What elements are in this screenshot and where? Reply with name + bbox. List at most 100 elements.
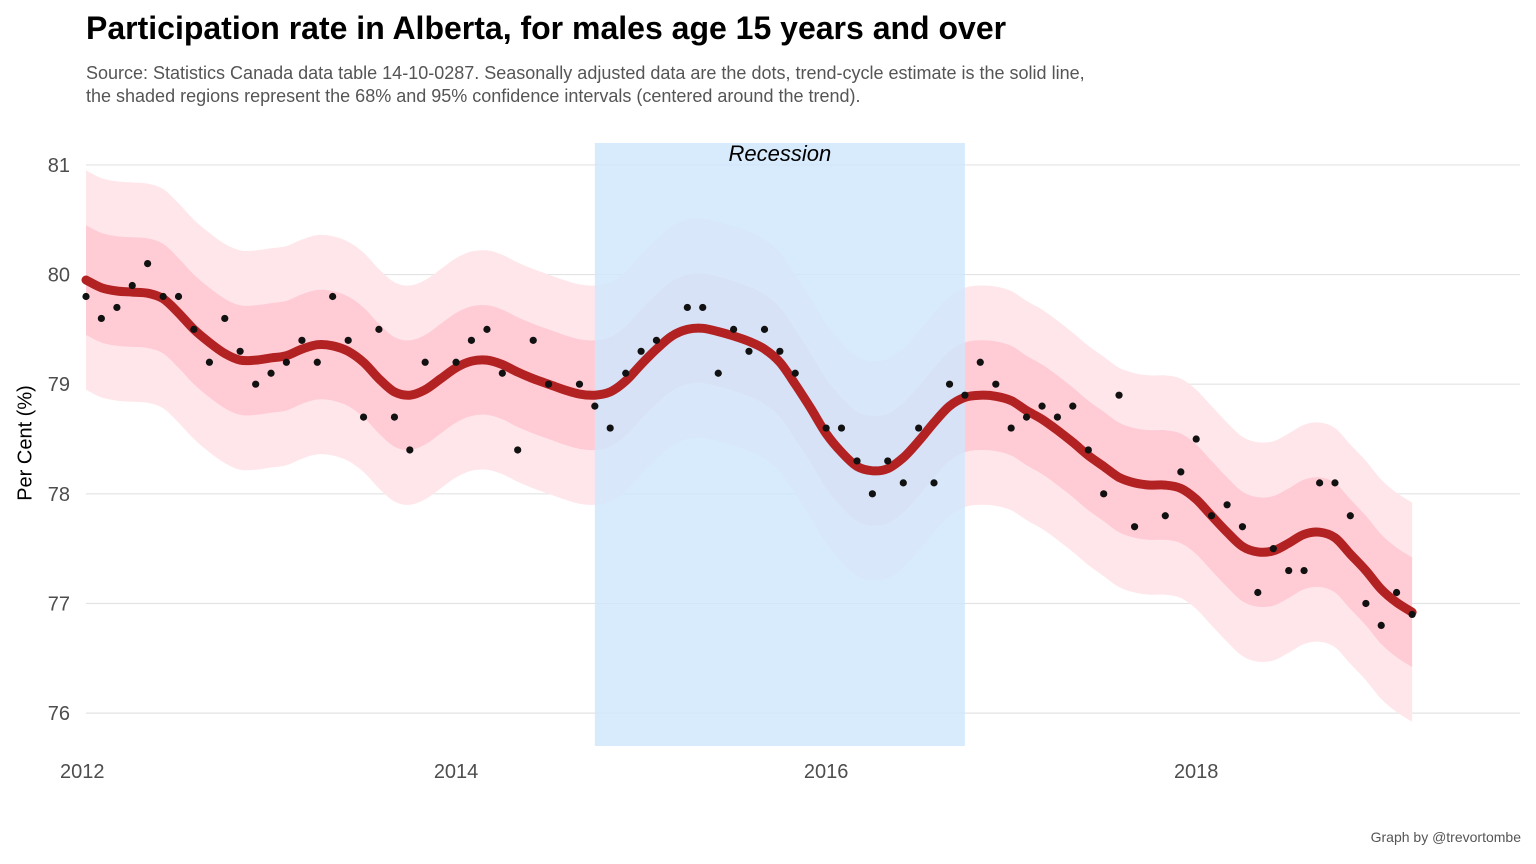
data-point [421, 358, 429, 366]
data-point [868, 490, 876, 498]
chart-subtitle: Source: Statistics Canada data table 14-… [86, 62, 1386, 108]
data-point [1053, 413, 1062, 421]
data-point [760, 325, 769, 333]
data-point [776, 347, 784, 355]
data-point [467, 336, 476, 344]
data-point [406, 446, 414, 454]
y-tick-label: 80 [48, 265, 70, 287]
data-point [699, 303, 707, 312]
trend-line [81, 275, 1417, 617]
data-point [205, 358, 214, 366]
data-point [329, 292, 337, 301]
data-point [483, 325, 491, 333]
data-point [1100, 490, 1108, 498]
y-tick-label: 81 [48, 155, 70, 177]
x-tick-label: 2016 [804, 761, 849, 783]
data-point [1316, 479, 1324, 487]
data-point [915, 424, 923, 432]
y-tick-label: 78 [48, 484, 70, 506]
data-point [730, 325, 738, 333]
data-point [1192, 435, 1200, 443]
data-point [961, 391, 969, 399]
data-point [1392, 588, 1401, 597]
data-point [313, 358, 321, 366]
data-point [190, 325, 198, 333]
data-point [884, 457, 892, 465]
data-point [1130, 523, 1139, 531]
data-point [221, 314, 229, 323]
data-point [575, 380, 584, 388]
data-point [344, 336, 352, 344]
data-point [1207, 512, 1216, 520]
data-point [976, 358, 984, 366]
data-point [375, 325, 383, 333]
data-point [128, 281, 136, 290]
data-point [544, 380, 553, 388]
data-point [236, 347, 244, 355]
recession-label: Recession [729, 141, 832, 166]
data-point [1269, 545, 1277, 553]
data-point [591, 402, 599, 410]
data-point [899, 479, 907, 487]
chart-title: Participation rate in Alberta, for males… [86, 10, 1007, 46]
data-point [853, 457, 861, 465]
data-point [1177, 468, 1185, 476]
data-point [652, 336, 661, 344]
data-point [1377, 621, 1385, 630]
y-tick-label: 77 [48, 593, 70, 615]
data-point [1115, 391, 1123, 399]
data-point [837, 424, 846, 432]
subtitle-line-1: Source: Statistics Canada data table 14-… [86, 63, 1085, 83]
data-point [1069, 402, 1077, 410]
data-point [1084, 446, 1092, 454]
data-point [452, 358, 460, 366]
data-point [745, 347, 753, 355]
data-point [97, 314, 105, 323]
recession-region: Recession [594, 141, 965, 746]
data-point [1300, 566, 1308, 575]
data-point [529, 336, 537, 344]
data-point [144, 260, 152, 268]
axis-ticks: 76 77 78 79 80 81 2012 2014 2016 2018 [48, 155, 1219, 783]
data-point [282, 358, 290, 366]
data-point [252, 380, 260, 388]
x-tick-label: 2014 [434, 761, 479, 783]
data-point [1038, 402, 1046, 410]
trend-line-group [81, 275, 1417, 617]
recession-shade [594, 143, 965, 746]
data-point [1161, 512, 1169, 520]
data-point [822, 424, 830, 432]
x-tick-label: 2012 [60, 761, 105, 783]
data-point [622, 369, 630, 377]
data-point [514, 446, 522, 454]
data-point [683, 303, 691, 312]
data-point [390, 413, 399, 421]
graph-credit: Graph by @trevortombe [1370, 829, 1521, 845]
data-point [992, 380, 1000, 388]
data-point [82, 292, 90, 301]
data-point [714, 369, 722, 377]
data-point [930, 479, 938, 487]
data-point [267, 369, 275, 377]
subtitle-line-2: the shaded regions represent the 68% and… [86, 86, 861, 106]
y-tick-label: 79 [48, 374, 70, 396]
data-point [1223, 501, 1231, 509]
data-point [791, 369, 799, 377]
data-points [82, 260, 1416, 630]
data-point [1238, 523, 1247, 531]
data-point [1254, 588, 1262, 597]
data-point [1285, 566, 1293, 575]
data-point [1346, 512, 1354, 520]
data-point [637, 347, 645, 355]
data-point [1408, 610, 1416, 619]
data-point [1022, 413, 1031, 421]
data-point [159, 292, 167, 301]
data-point [1362, 599, 1370, 608]
data-point [606, 424, 614, 432]
data-point [113, 303, 121, 312]
data-point [945, 380, 954, 388]
data-point [298, 336, 306, 344]
y-tick-label: 76 [48, 703, 70, 725]
data-point [1331, 479, 1339, 487]
